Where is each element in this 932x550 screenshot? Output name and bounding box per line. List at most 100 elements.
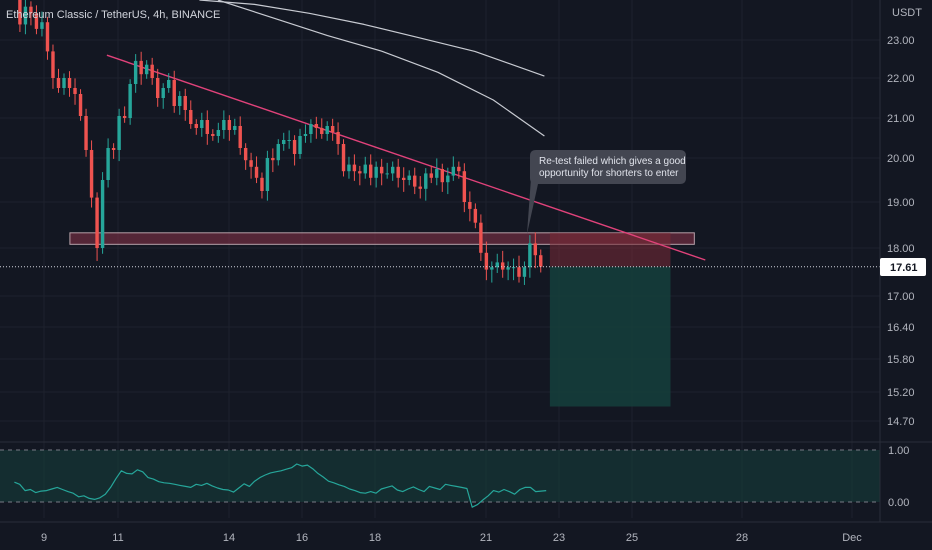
candle-down — [56, 78, 61, 88]
candles — [18, 0, 543, 285]
trendline-layer — [106, 54, 706, 261]
current-price-badge-bg — [880, 258, 926, 276]
price-tick-label: 20.00 — [887, 153, 915, 165]
price-tick-label: 14.70 — [887, 416, 915, 428]
candle-down — [95, 197, 99, 248]
candle-down — [238, 126, 242, 148]
candle-down — [396, 166, 400, 178]
candle-up — [233, 126, 237, 130]
candle-down — [249, 160, 253, 167]
annotation-callout[interactable]: Re-test failed which gives a good opport… — [527, 150, 686, 234]
stop-loss-box — [549, 232, 671, 267]
candle-up — [424, 173, 428, 189]
candle-up — [446, 175, 450, 183]
candle-up — [390, 166, 395, 174]
candle-down — [78, 94, 83, 116]
candle-up — [106, 148, 110, 180]
oscillator-line — [14, 463, 547, 508]
candle-up — [303, 134, 308, 136]
candle-down — [260, 177, 264, 191]
candle-down — [67, 78, 72, 88]
descending-trendline — [106, 54, 706, 261]
candle-up — [216, 130, 221, 136]
candle-up — [23, 6, 28, 25]
candle-up — [511, 267, 516, 269]
trade-zones — [69, 232, 695, 407]
current-price-label: 17.61 — [890, 262, 918, 274]
candle-up — [276, 144, 280, 161]
candle-up — [287, 140, 291, 141]
candle-down — [418, 186, 422, 189]
candle-down — [402, 177, 406, 180]
candle-down — [539, 255, 543, 267]
candle-down — [194, 124, 198, 128]
candle-up — [178, 96, 182, 106]
price-tick-label: 15.20 — [887, 387, 915, 399]
oscillator-tick-label: 1.00 — [888, 445, 909, 457]
candle-down — [457, 166, 461, 172]
time-tick-label: 21 — [480, 532, 492, 544]
candle-up — [298, 136, 302, 154]
candle-down — [341, 144, 346, 172]
candle-up — [100, 180, 105, 248]
callout-line-1: Re-test failed which gives a good — [539, 156, 686, 167]
candle-down — [139, 60, 143, 75]
time-tick-label: 9 — [41, 532, 47, 544]
candle-up — [309, 124, 313, 134]
candle-up — [451, 166, 456, 176]
candle-down — [172, 80, 176, 106]
candle-up — [374, 166, 378, 178]
candle-down — [292, 140, 297, 154]
candle-down — [34, 13, 39, 29]
callout-line-2: opportunity for shorters to enter — [539, 168, 679, 179]
price-tick-label: 16.40 — [887, 322, 915, 334]
candle-down — [479, 222, 483, 253]
resistance-zone-box — [69, 232, 695, 245]
time-tick-label: 18 — [369, 532, 381, 544]
candle-up — [407, 175, 411, 180]
candle-down — [84, 116, 88, 150]
candle-up — [347, 164, 351, 172]
candle-down — [111, 148, 116, 150]
time-tick-label: 28 — [736, 532, 748, 544]
candle-down — [533, 243, 538, 256]
candle-up — [167, 80, 171, 88]
candle-down — [358, 171, 362, 174]
candle-down — [462, 171, 467, 202]
price-tick-label: 21.00 — [887, 113, 915, 125]
price-tick-label: 23.00 — [887, 35, 915, 47]
candle-down — [440, 169, 445, 183]
candle-down — [352, 164, 357, 172]
candle-down — [330, 126, 335, 132]
candle-up — [435, 169, 439, 178]
time-tick-label: 14 — [223, 532, 235, 544]
candle-down — [314, 124, 319, 128]
candle-down — [227, 120, 232, 130]
candle-down — [517, 267, 521, 277]
candle-up — [282, 140, 286, 144]
grid — [0, 0, 880, 518]
candle-up — [325, 126, 329, 134]
price-tick-label: 18.00 — [887, 243, 915, 255]
current-price-badge: 17.61 — [880, 258, 926, 276]
candle-up — [265, 158, 270, 191]
symbol-title: Ethereum Classic / TetherUS, 4h, BINANCE — [6, 9, 220, 21]
candle-down — [254, 166, 259, 178]
candle-up — [363, 164, 367, 174]
candle-up — [133, 60, 138, 84]
candle-up — [161, 88, 165, 98]
candle-down — [243, 148, 248, 161]
candle-down — [429, 173, 433, 178]
candle-down — [89, 150, 94, 198]
price-tick-label: 22.00 — [887, 73, 915, 85]
candle-up — [506, 267, 510, 270]
candle-down — [189, 110, 193, 124]
time-tick-label: 25 — [626, 532, 638, 544]
candle-up — [200, 120, 204, 128]
time-tick-label: 11 — [112, 532, 123, 544]
oscillator-band — [0, 450, 880, 502]
candle-down — [336, 132, 340, 144]
candle-up — [495, 262, 499, 268]
